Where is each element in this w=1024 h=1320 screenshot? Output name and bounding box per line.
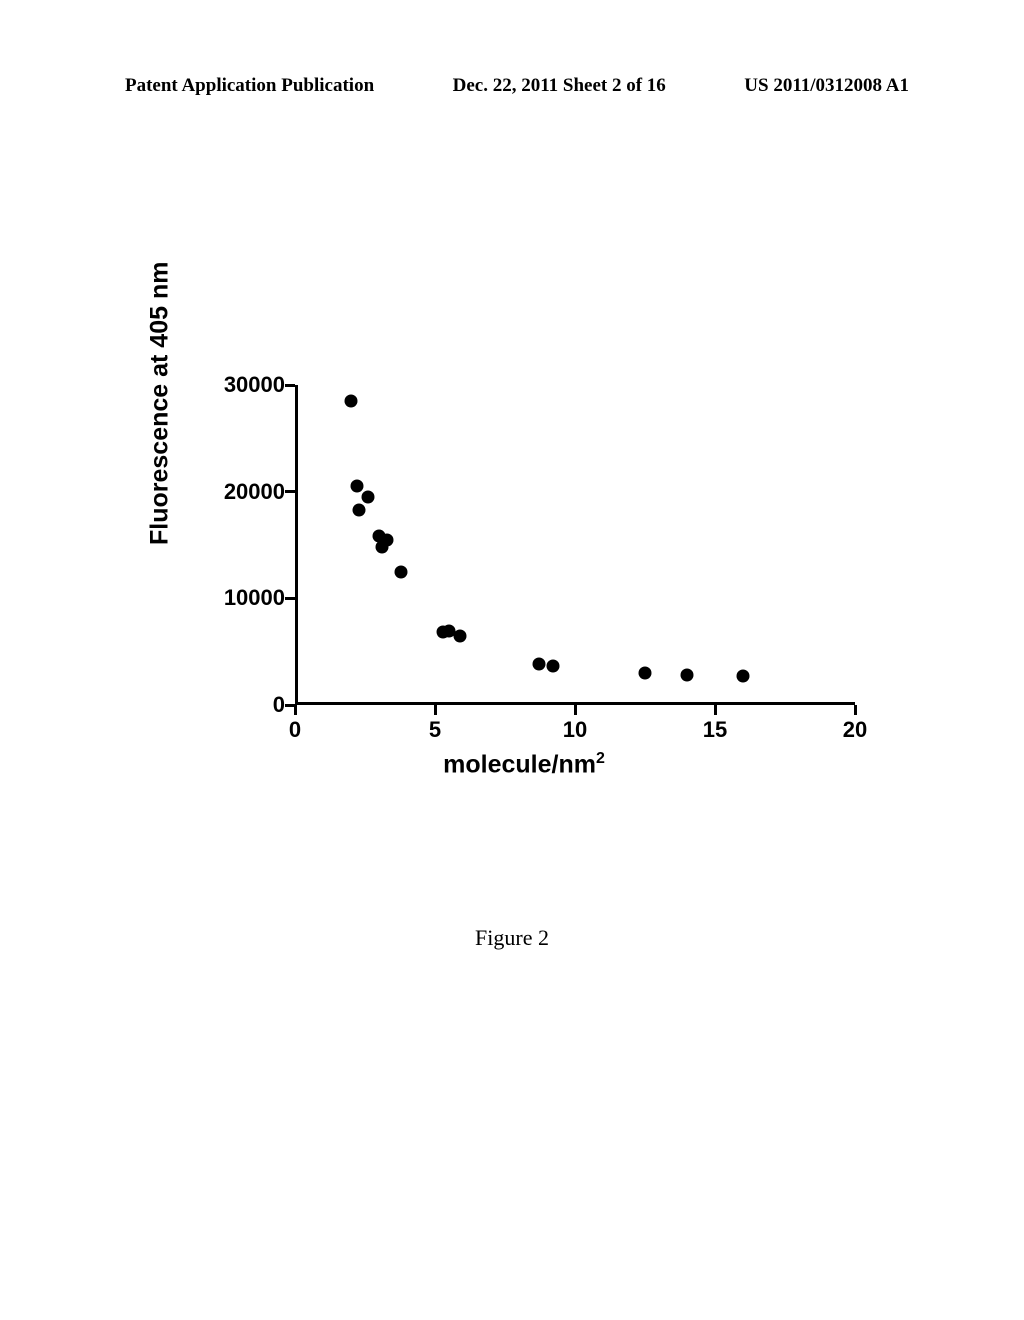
data-point: [375, 541, 388, 554]
data-point: [454, 629, 467, 642]
data-point: [395, 565, 408, 578]
page-header: Patent Application Publication Dec. 22, …: [0, 75, 1024, 97]
data-point: [681, 669, 694, 682]
x-tick: [574, 705, 577, 715]
header-right: US 2011/0312008 A1: [744, 75, 909, 97]
y-tick-label: 20000: [215, 479, 285, 505]
y-tick: [285, 597, 295, 600]
x-tick: [294, 705, 297, 715]
y-tick-label: 10000: [215, 585, 285, 611]
x-tick-label: 0: [289, 717, 301, 743]
data-point: [345, 395, 358, 408]
x-tick: [854, 705, 857, 715]
header-left: Patent Application Publication: [125, 75, 374, 97]
x-tick-label: 10: [563, 717, 587, 743]
scatter-chart: Fluorescence at 405 nm 01000020000300000…: [190, 385, 858, 785]
x-tick: [434, 705, 437, 715]
y-tick: [285, 384, 295, 387]
x-tick-label: 5: [429, 717, 441, 743]
data-point: [353, 503, 366, 516]
x-tick-label: 15: [703, 717, 727, 743]
x-axis-label: molecule/nm2: [443, 750, 605, 779]
data-point: [546, 659, 559, 672]
figure-caption: Figure 2: [0, 925, 1024, 951]
plot-area: 010000200003000005101520: [295, 385, 855, 705]
data-point: [361, 491, 374, 504]
header-center: Dec. 22, 2011 Sheet 2 of 16: [453, 75, 666, 97]
y-tick-label: 30000: [215, 372, 285, 398]
y-axis: [295, 385, 298, 705]
y-axis-label: Fluorescence at 405 nm: [146, 262, 175, 545]
data-point: [737, 670, 750, 683]
y-tick: [285, 490, 295, 493]
data-point: [350, 480, 363, 493]
y-tick-label: 0: [215, 692, 285, 718]
x-tick: [714, 705, 717, 715]
data-point: [532, 658, 545, 671]
data-point: [639, 667, 652, 680]
x-tick-label: 20: [843, 717, 867, 743]
